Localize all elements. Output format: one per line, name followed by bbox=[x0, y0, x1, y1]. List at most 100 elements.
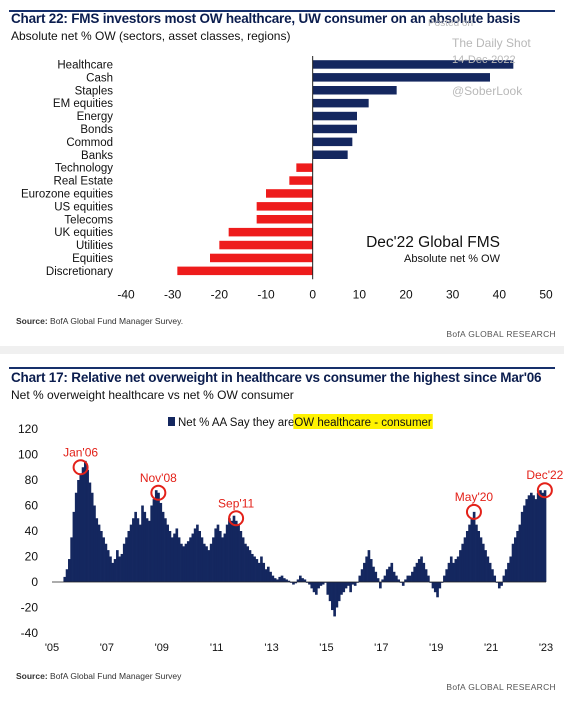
bar-uk-equities bbox=[228, 227, 313, 237]
chart-title: Chart 22: FMS investors most OW healthca… bbox=[11, 11, 521, 26]
data-bar bbox=[246, 546, 250, 582]
data-bar bbox=[369, 559, 373, 582]
data-bar bbox=[342, 582, 346, 593]
annotation-label: Dec'22 bbox=[526, 468, 563, 482]
data-bar bbox=[164, 518, 167, 582]
data-bar bbox=[486, 556, 490, 582]
data-bar bbox=[218, 531, 222, 582]
data-bar bbox=[184, 543, 188, 582]
chart-subtitle: Net % overweight healthcare vs net % OW … bbox=[11, 388, 294, 402]
data-bar bbox=[282, 578, 286, 582]
data-bar bbox=[326, 582, 330, 595]
bar-equities bbox=[210, 253, 313, 263]
source-text: BofA Global Fund Manager Survey bbox=[50, 671, 182, 681]
data-bar bbox=[392, 571, 396, 582]
data-bar bbox=[77, 480, 80, 582]
x-tick-label: '11 bbox=[210, 642, 224, 654]
data-bar bbox=[516, 531, 519, 582]
data-bar bbox=[511, 543, 515, 582]
y-tick-label: -20 bbox=[21, 601, 39, 615]
data-bar bbox=[525, 499, 529, 582]
x-tick-label: -30 bbox=[164, 287, 182, 301]
data-bar bbox=[507, 562, 510, 582]
panel-separator bbox=[0, 346, 564, 354]
data-bar bbox=[481, 543, 485, 582]
data-bar bbox=[395, 575, 398, 582]
data-bar bbox=[289, 582, 293, 583]
data-bar bbox=[120, 553, 124, 582]
data-bar bbox=[182, 546, 185, 582]
data-bar bbox=[456, 556, 460, 582]
data-bar bbox=[454, 559, 458, 582]
data-bar bbox=[152, 499, 156, 582]
data-bar bbox=[125, 537, 128, 582]
data-bar bbox=[356, 582, 359, 583]
category-label: Telecoms bbox=[64, 214, 113, 226]
data-bar bbox=[500, 582, 503, 586]
data-bar bbox=[436, 582, 439, 598]
data-bar bbox=[225, 524, 229, 582]
data-bar bbox=[534, 499, 538, 582]
data-bar bbox=[296, 579, 300, 582]
data-bar bbox=[351, 582, 355, 585]
data-bar bbox=[294, 582, 298, 584]
data-bar bbox=[276, 579, 279, 582]
data-bar bbox=[132, 518, 135, 582]
data-bar bbox=[100, 531, 103, 582]
data-bar bbox=[118, 556, 121, 582]
data-bar bbox=[422, 562, 426, 582]
chart-title: Chart 17: Relative net overweight in hea… bbox=[11, 370, 542, 385]
category-label: EM equities bbox=[53, 98, 113, 110]
data-bar bbox=[127, 531, 131, 582]
x-tick-label: 40 bbox=[493, 287, 507, 301]
data-bar bbox=[328, 582, 332, 602]
annotation-label: May'20 bbox=[455, 490, 494, 504]
data-bar bbox=[159, 502, 163, 582]
bar-commod bbox=[312, 137, 353, 147]
data-bar bbox=[440, 582, 444, 583]
data-bar bbox=[347, 582, 350, 586]
data-bar bbox=[312, 582, 316, 593]
data-bar bbox=[443, 575, 446, 582]
data-bar bbox=[305, 582, 309, 583]
data-bar bbox=[438, 582, 442, 589]
data-bar bbox=[404, 579, 407, 582]
y-tick-label: 120 bbox=[18, 422, 38, 436]
bar-discretionary bbox=[177, 266, 313, 276]
y-tick-label: 0 bbox=[31, 575, 38, 589]
y-tick-label: 100 bbox=[18, 448, 38, 462]
data-bar bbox=[292, 582, 295, 585]
category-label: Technology bbox=[55, 163, 113, 175]
data-bar bbox=[157, 492, 160, 582]
annotation-circle bbox=[228, 510, 245, 527]
category-label: Commod bbox=[66, 137, 113, 149]
data-bar bbox=[321, 582, 325, 585]
data-bar bbox=[335, 582, 339, 608]
category-label: Equities bbox=[72, 253, 113, 265]
data-bar bbox=[502, 575, 506, 582]
data-bar bbox=[230, 520, 234, 582]
x-tick-label: '13 bbox=[264, 642, 278, 654]
data-bar bbox=[331, 582, 334, 611]
data-bar bbox=[299, 575, 302, 582]
data-bar bbox=[543, 490, 547, 582]
data-bar bbox=[198, 531, 202, 582]
data-bar bbox=[475, 524, 478, 582]
bar-eurozone-equities bbox=[266, 189, 313, 198]
data-bar bbox=[493, 575, 497, 582]
data-bar bbox=[406, 575, 410, 582]
data-bar bbox=[363, 562, 366, 582]
legend-label-highlight: OW healthcare - consumer bbox=[294, 417, 432, 429]
data-bar bbox=[431, 582, 435, 589]
data-bar bbox=[353, 582, 357, 586]
data-bar bbox=[411, 571, 414, 582]
data-bar bbox=[63, 576, 67, 582]
data-bar bbox=[209, 543, 213, 582]
data-bar bbox=[429, 582, 432, 583]
data-bar bbox=[518, 524, 522, 582]
source-note: Source: BofA Global Fund Manager Survey. bbox=[16, 316, 183, 326]
data-bar bbox=[214, 528, 218, 582]
data-bar bbox=[221, 537, 224, 582]
category-label: Real Estate bbox=[54, 176, 113, 188]
